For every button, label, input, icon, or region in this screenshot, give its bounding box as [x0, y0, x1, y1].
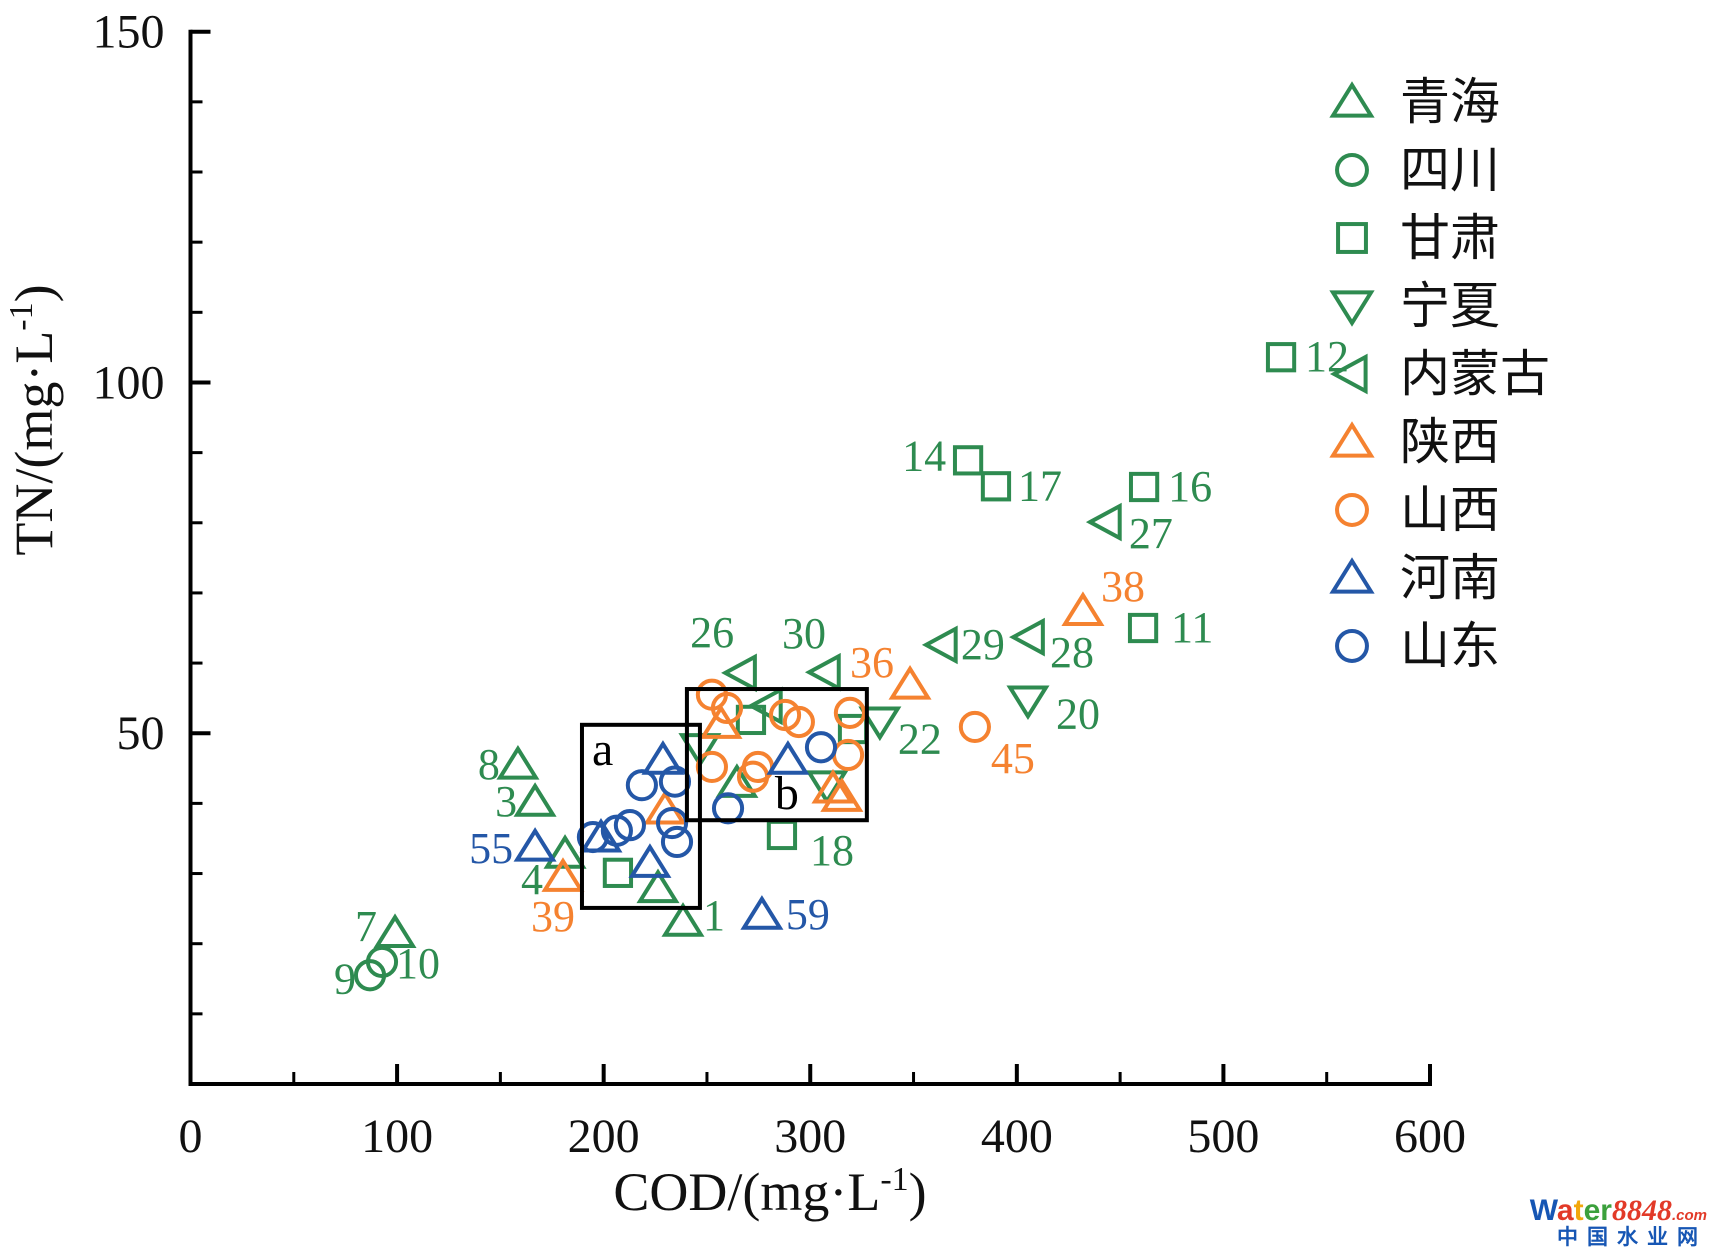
- watermark-letter: e: [1583, 1194, 1601, 1228]
- point-label-1: 1: [703, 891, 725, 940]
- y-tick-label: 50: [117, 707, 165, 760]
- y-tick-label: 150: [93, 6, 165, 59]
- watermark-logo-text: Water8848.com: [1530, 1195, 1707, 1227]
- series-shanxi: 45: [695, 678, 1035, 793]
- point-label-3: 3: [495, 777, 517, 826]
- point-label-18: 18: [810, 826, 854, 875]
- point-label-39: 39: [531, 892, 575, 941]
- point-label-27: 27: [1129, 509, 1173, 558]
- point-label-17: 17: [1018, 461, 1062, 510]
- point-label-38: 38: [1101, 562, 1145, 611]
- point-label-9: 9: [334, 954, 356, 1003]
- annotation-box-label-a: a: [592, 723, 613, 776]
- point-label-45: 45: [991, 734, 1035, 783]
- series-shandong: [576, 731, 838, 859]
- point-label-29: 29: [961, 620, 1005, 669]
- x-tick-label: 0: [179, 1110, 203, 1163]
- watermark-subtitle: 中国水业网: [1557, 1225, 1707, 1249]
- legend-item-henan: 河南: [1329, 550, 1500, 606]
- legend-item-sichuan: 四川: [1335, 142, 1500, 198]
- legend-item-neimenggu: 内蒙古: [1329, 346, 1550, 402]
- point-label-36: 36: [850, 638, 894, 687]
- point-label-26: 26: [690, 608, 734, 657]
- watermark-letter: W: [1529, 1194, 1557, 1228]
- point-label-8: 8: [478, 740, 500, 789]
- point-label-59: 59: [786, 890, 830, 939]
- point-label-22: 22: [898, 714, 942, 763]
- legend-label-sichuan: 四川: [1400, 142, 1500, 198]
- point-label-28: 28: [1050, 628, 1094, 677]
- point-label-7: 7: [355, 902, 377, 951]
- point-label-16: 16: [1168, 462, 1212, 511]
- series-sichuan: 9 10: [334, 939, 440, 1003]
- point-label-30: 30: [782, 609, 826, 658]
- point-label-11: 11: [1171, 603, 1213, 652]
- legend-item-gansu: 甘肃: [1336, 210, 1500, 266]
- y-axis-title: TN/(mg·L-1): [3, 284, 64, 555]
- x-tick-label: 200: [568, 1110, 640, 1163]
- watermark-letter: .com: [1671, 1207, 1707, 1225]
- legend-item-qinghai: 青海: [1329, 74, 1500, 130]
- annotation-box-label-b: b: [775, 767, 799, 820]
- series-neimenggu: 27 29 28 26 30: [690, 502, 1173, 726]
- x-tick-label: 100: [361, 1110, 433, 1163]
- legend-label-neimenggu: 内蒙古: [1400, 346, 1550, 402]
- series-henan: 55 59: [469, 740, 830, 939]
- watermark-letter: t: [1573, 1194, 1584, 1228]
- y-tick-label: 100: [93, 356, 165, 409]
- point-label-12: 12: [1305, 332, 1349, 381]
- series-qinghai: 7 834 1: [355, 740, 759, 951]
- legend-label-henan: 河南: [1400, 550, 1500, 606]
- legend-label-shandong: 山东: [1400, 618, 1500, 674]
- x-tick-label: 600: [1394, 1110, 1466, 1163]
- x-axis-title: COD/(mg·L-1): [613, 1161, 926, 1222]
- legend-label-shanxi: 山西: [1400, 482, 1500, 538]
- x-tick-label: 300: [774, 1110, 846, 1163]
- axes: 0 100 200 300 400 500 600 50 100 150: [93, 6, 1467, 1163]
- legend-label-shaanxi: 陕西: [1400, 414, 1500, 470]
- watermark-letter: r: [1600, 1194, 1612, 1228]
- legend-label-qinghai: 青海: [1400, 74, 1500, 130]
- point-label-4: 4: [521, 855, 543, 904]
- point-label-55: 55: [469, 824, 513, 873]
- legend-label-ningxia: 宁夏: [1400, 278, 1500, 334]
- legend-item-shaanxi: 陕西: [1329, 414, 1500, 470]
- x-tick-label: 500: [1187, 1110, 1259, 1163]
- series-gansu: 12 14 17 16 11 18: [602, 332, 1349, 888]
- legend-label-gansu: 甘肃: [1400, 210, 1500, 266]
- watermark-letter: 8848: [1611, 1194, 1672, 1228]
- legend-item-shandong: 山东: [1335, 618, 1500, 674]
- annotation-box-b: b: [684, 687, 869, 823]
- series-shaanxi: 38 36 39: [531, 562, 1145, 941]
- annotation-box-a: a: [579, 722, 702, 910]
- point-label-14: 14: [902, 431, 946, 480]
- x-tick-label: 400: [981, 1110, 1053, 1163]
- point-label-20: 20: [1056, 689, 1100, 738]
- legend-item-shanxi: 山西: [1335, 482, 1500, 538]
- watermark-water8848: Water8848.com 中国水业网: [1530, 1195, 1707, 1249]
- legend-item-ningxia: 宁夏: [1329, 278, 1500, 334]
- point-label-10: 10: [396, 939, 440, 988]
- watermark-letter: a: [1556, 1194, 1574, 1228]
